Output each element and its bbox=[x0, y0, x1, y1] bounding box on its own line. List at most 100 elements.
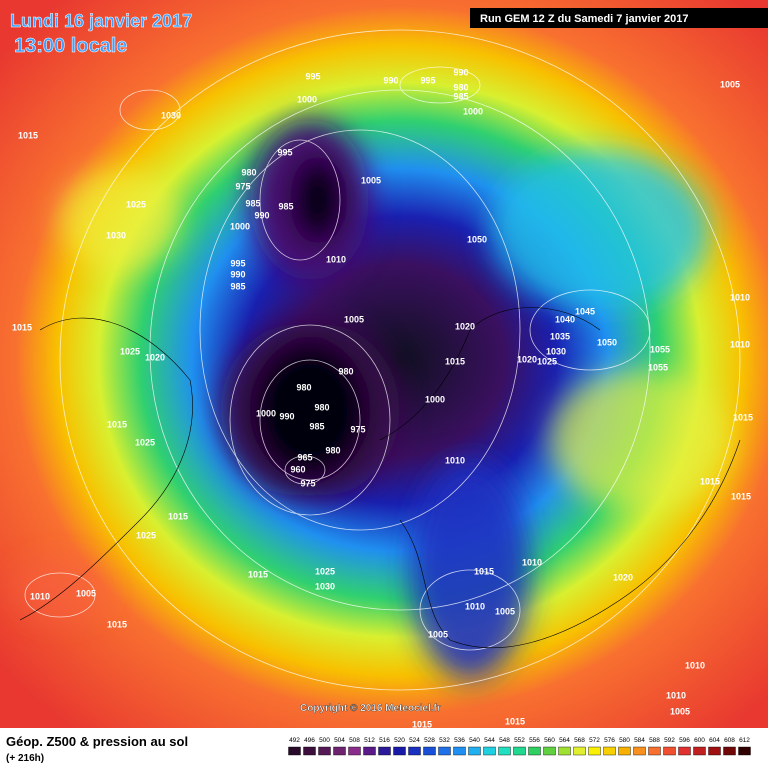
scale-label: 604 bbox=[709, 737, 720, 744]
isobar-label: 1000 bbox=[297, 94, 317, 104]
scale-swatch bbox=[738, 746, 751, 756]
scale-swatch bbox=[438, 746, 451, 756]
scale-label: 512 bbox=[364, 737, 375, 744]
isobar-label: 1005 bbox=[361, 175, 381, 185]
scale-swatch bbox=[573, 746, 586, 756]
color-scale: 492 496 500 504 508 512 516 520 524 528 532 536 540 5… bbox=[288, 737, 751, 756]
scale-swatch bbox=[558, 746, 571, 756]
isobar-label: 1015 bbox=[445, 356, 465, 366]
scale-label: 572 bbox=[589, 737, 600, 744]
isobar-label: 980 bbox=[296, 382, 311, 392]
scale-label: 564 bbox=[559, 737, 570, 744]
isobar-label: 1025 bbox=[537, 356, 557, 366]
scale-swatch bbox=[678, 746, 691, 756]
isobar-label: 1005 bbox=[720, 79, 740, 89]
scale-swatch bbox=[618, 746, 631, 756]
isobar-label: 980 bbox=[241, 167, 256, 177]
isobar-label: 1025 bbox=[135, 437, 155, 447]
isobar-label: 1015 bbox=[731, 491, 751, 501]
scale-label: 536 bbox=[454, 737, 465, 744]
isobar-label: 965 bbox=[297, 452, 312, 462]
isobar-label: 985 bbox=[278, 201, 293, 211]
scale-label: 492 bbox=[289, 737, 300, 744]
isobar-label: 995 bbox=[305, 71, 320, 81]
scale-swatch bbox=[378, 746, 391, 756]
isobar-label: 980 bbox=[325, 445, 340, 455]
isobar-label: 1010 bbox=[445, 455, 465, 465]
isobar-label: 1015 bbox=[107, 419, 127, 429]
scale-swatch bbox=[393, 746, 406, 756]
isobar-label: 990 bbox=[383, 75, 398, 85]
isobar-label: 995 bbox=[420, 75, 435, 85]
isobar-label: 1015 bbox=[168, 511, 188, 521]
isobar-label: 1015 bbox=[733, 412, 753, 422]
isobar-label: 980 bbox=[453, 82, 468, 92]
isobar-label: 1000 bbox=[463, 106, 483, 116]
time: 13:00 locale bbox=[14, 35, 127, 57]
isobar-label: 1015 bbox=[18, 130, 38, 140]
scale-swatch bbox=[633, 746, 646, 756]
scale-label: 520 bbox=[394, 737, 405, 744]
scale-label: 576 bbox=[604, 737, 615, 744]
isobar-label: 1025 bbox=[315, 566, 335, 576]
isobar-label: 1030 bbox=[546, 346, 566, 356]
isobar-label: 1010 bbox=[465, 601, 485, 611]
isobar-label: 1000 bbox=[230, 221, 250, 231]
scale-swatch bbox=[483, 746, 496, 756]
run-box bbox=[470, 8, 768, 28]
isobar-label: 1050 bbox=[597, 337, 617, 347]
scale-label: 612 bbox=[739, 737, 750, 744]
isobar-label: 1055 bbox=[648, 362, 668, 372]
scale-label: 580 bbox=[619, 737, 630, 744]
scale-label: 548 bbox=[499, 737, 510, 744]
scale-label: 500 bbox=[319, 737, 330, 744]
scale-label: 596 bbox=[679, 737, 690, 744]
isobar-label: 1010 bbox=[326, 254, 346, 264]
scale-swatch bbox=[333, 746, 346, 756]
isobar-label: 1005 bbox=[670, 706, 690, 716]
isobar-label: 990 bbox=[453, 67, 468, 77]
scale-swatch bbox=[288, 746, 301, 756]
isobar-label: 995 bbox=[277, 147, 292, 157]
isobar-label: 1005 bbox=[495, 606, 515, 616]
scale-swatch bbox=[693, 746, 706, 756]
date: Lundi 16 janvier 2017 bbox=[10, 11, 192, 31]
isobar-label: 1020 bbox=[455, 321, 475, 331]
isobar-label: 985 bbox=[230, 281, 245, 291]
scale-label: 608 bbox=[724, 737, 735, 744]
isobar-label: 1055 bbox=[650, 344, 670, 354]
scale-swatch bbox=[708, 746, 721, 756]
scale-swatch bbox=[723, 746, 736, 756]
scale-label: 528 bbox=[424, 737, 435, 744]
isobar-label: 1030 bbox=[315, 581, 335, 591]
scale-swatch bbox=[363, 746, 376, 756]
isobar-label: 1020 bbox=[517, 354, 537, 364]
scale-swatch bbox=[588, 746, 601, 756]
isobar-label: 1035 bbox=[550, 331, 570, 341]
isobar-label: 1025 bbox=[120, 346, 140, 356]
scale-label: 544 bbox=[484, 737, 495, 744]
isobar-label: 985 bbox=[245, 198, 260, 208]
isobar-label: 1015 bbox=[412, 719, 432, 729]
scale-swatch bbox=[303, 746, 316, 756]
scale-label: 568 bbox=[574, 737, 585, 744]
scale-swatch bbox=[423, 746, 436, 756]
isobar-label: 1050 bbox=[467, 234, 487, 244]
isobar-label: 1015 bbox=[12, 322, 32, 332]
isobar-label: 1015 bbox=[700, 476, 720, 486]
isobar-label: 1000 bbox=[425, 394, 445, 404]
isobar-label: 990 bbox=[254, 210, 269, 220]
scale-label: 496 bbox=[304, 737, 315, 744]
isobar-label: 1045 bbox=[575, 306, 595, 316]
scale-swatch bbox=[543, 746, 556, 756]
scale-swatch bbox=[468, 746, 481, 756]
isobar-label: 990 bbox=[230, 269, 245, 279]
isobar-label: 1025 bbox=[126, 199, 146, 209]
scale-label: 552 bbox=[514, 737, 525, 744]
scale-label: 560 bbox=[544, 737, 555, 744]
isobar-label: 975 bbox=[235, 181, 250, 191]
isobar-label: 995 bbox=[230, 258, 245, 268]
isobar-label: 1020 bbox=[145, 352, 165, 362]
